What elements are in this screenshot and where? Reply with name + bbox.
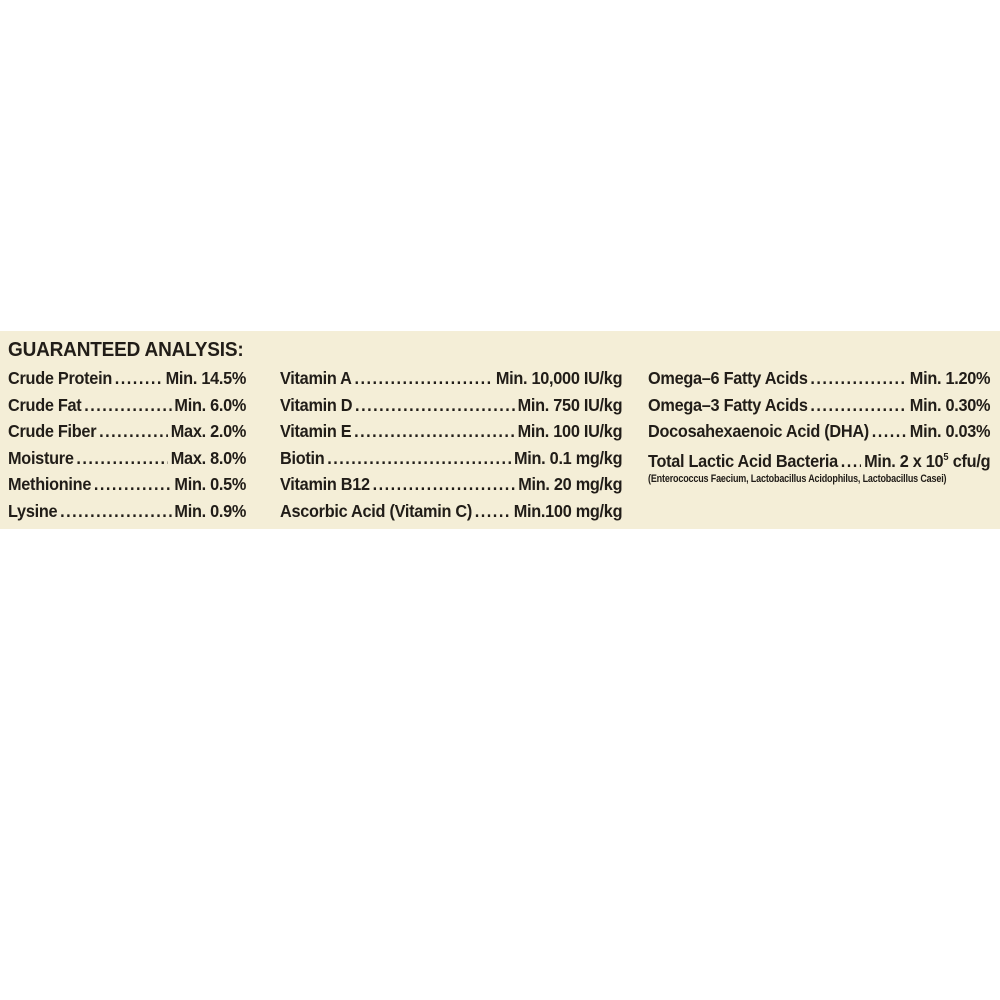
nutrient-value: Min. 0.9%: [174, 500, 247, 521]
dot-leader: ........................................…: [810, 368, 907, 388]
nutrient-label: Omega–3 Fatty Acids: [648, 394, 808, 415]
nutrient-row: Vitamin D ..............................…: [280, 392, 623, 419]
nutrient-value: Min. 0.1 mg/kg: [513, 447, 623, 468]
nutrient-label: Crude Fat: [8, 394, 82, 415]
dot-leader: ........................................…: [372, 474, 516, 495]
column-fatty-acids-probiotics: Omega–6 Fatty Acids ....................…: [648, 365, 991, 487]
bacteria-value-exponent: 5: [943, 451, 949, 463]
nutrient-label: Lysine: [8, 500, 58, 521]
nutrient-label: Omega–6 Fatty Acids: [648, 368, 808, 388]
nutrient-row: Biotin .................................…: [280, 445, 623, 472]
nutrient-value: Min. 100 IU/kg: [517, 421, 623, 442]
nutrient-label: Moisture: [8, 447, 74, 468]
nutrient-row: Lysine .................................…: [8, 498, 246, 525]
nutrient-row: Omega–3 Fatty Acids ....................…: [648, 392, 991, 419]
nutrient-label: Total Lactic Acid Bacteria: [648, 450, 838, 471]
dot-leader: ........................................…: [474, 500, 511, 521]
nutrient-row: Crude Protein ..........................…: [8, 365, 246, 392]
nutrient-label: Crude Fiber: [8, 421, 97, 442]
dot-leader: ........................................…: [871, 421, 907, 442]
nutrient-value: Min. 0.30%: [909, 394, 991, 415]
dot-leader: ........................................…: [99, 421, 168, 442]
nutrient-value: Min. 0.03%: [909, 421, 991, 442]
nutrient-value: Min. 10,000 IU/kg: [495, 368, 623, 388]
nutrient-label: Vitamin A: [280, 368, 352, 388]
dot-leader: ........................................…: [114, 368, 163, 388]
nutrient-value: Min. 0.5%: [174, 474, 247, 495]
column-proximates: Crude Protein ..........................…: [8, 365, 246, 525]
nutrient-label: Vitamin B12: [280, 474, 370, 495]
nutrient-row: Crude Fiber ............................…: [8, 418, 246, 445]
dot-leader: ........................................…: [327, 447, 511, 468]
nutrient-value: Min. 14.5%: [165, 368, 247, 388]
nutrient-label: Vitamin E: [280, 421, 352, 442]
bacteria-species-note: (Enterococcus Faecium, Lactobacillus Aci…: [648, 473, 947, 486]
dot-leader: ........................................…: [840, 450, 862, 471]
bacteria-value-base: Min. 2 x 10: [864, 450, 944, 471]
nutrient-label: Crude Protein: [8, 368, 112, 388]
dot-leader: ........................................…: [354, 368, 493, 388]
nutrient-value: Max. 2.0%: [170, 421, 247, 442]
nutrient-row-bacteria: Total Lactic Acid Bacteria .............…: [648, 445, 991, 474]
dot-leader: ........................................…: [60, 500, 172, 521]
nutrient-label: Ascorbic Acid (Vitamin C): [280, 500, 472, 521]
nutrient-row: Vitamin E ..............................…: [280, 418, 623, 445]
nutrient-row: Moisture ...............................…: [8, 445, 246, 472]
dot-leader: ........................................…: [355, 394, 515, 415]
nutrient-value: Min. 20 mg/kg: [518, 474, 623, 495]
dot-leader: ........................................…: [84, 394, 171, 415]
nutrient-label: Vitamin D: [280, 394, 353, 415]
nutrient-value: Max. 8.0%: [170, 447, 247, 468]
nutrient-value: Min.100 mg/kg: [513, 500, 623, 521]
nutrient-value: Min. 2 x 105 cfu/g: [864, 445, 990, 474]
dot-leader: ........................................…: [810, 394, 907, 415]
nutrient-row: Methionine .............................…: [8, 471, 246, 498]
nutrient-row: Vitamin B12 ............................…: [280, 471, 623, 498]
panel-heading: GUARANTEED ANALYSIS:: [8, 339, 244, 361]
nutrient-row: Vitamin A ..............................…: [280, 365, 623, 392]
nutrient-value: Min. 750 IU/kg: [517, 394, 623, 415]
nutrient-value: Min. 1.20%: [909, 368, 991, 388]
nutrient-label: Methionine: [8, 474, 92, 495]
dot-leader: ........................................…: [93, 474, 172, 495]
nutrient-row: Docosahexaenoic Acid (DHA) .............…: [648, 418, 991, 445]
dot-leader: ........................................…: [354, 421, 515, 442]
nutrient-label: Docosahexaenoic Acid (DHA): [648, 421, 869, 442]
nutrient-row: Crude Fat ..............................…: [8, 392, 246, 419]
nutrient-value: Min. 6.0%: [174, 394, 247, 415]
nutrient-row: Ascorbic Acid (Vitamin C) ..............…: [280, 498, 623, 525]
nutrient-label: Biotin: [280, 447, 325, 468]
guaranteed-analysis-panel: GUARANTEED ANALYSIS: Crude Protein .....…: [0, 331, 1000, 529]
column-vitamins: Vitamin A ..............................…: [280, 365, 623, 525]
bacteria-value-unit: cfu/g: [948, 450, 991, 471]
nutrient-row: Omega–6 Fatty Acids ....................…: [648, 365, 991, 392]
dot-leader: ........................................…: [76, 447, 168, 468]
